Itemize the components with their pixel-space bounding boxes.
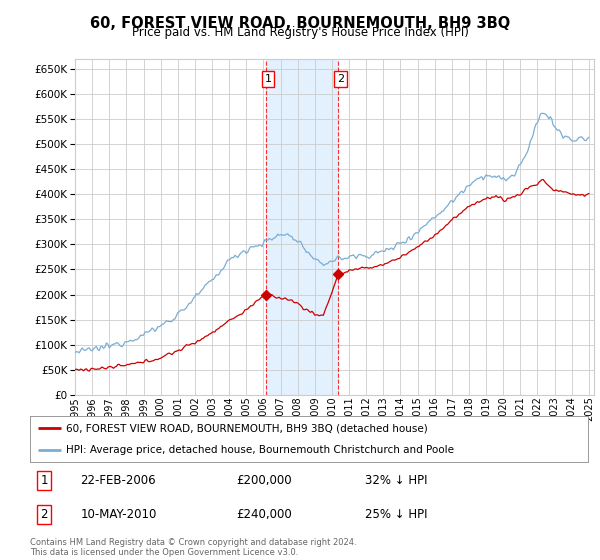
Text: 60, FOREST VIEW ROAD, BOURNEMOUTH, BH9 3BQ (detached house): 60, FOREST VIEW ROAD, BOURNEMOUTH, BH9 3… [66, 423, 428, 433]
Bar [266, 59, 338, 395]
Text: £240,000: £240,000 [236, 508, 292, 521]
Text: 22-FEB-2006: 22-FEB-2006 [80, 474, 156, 487]
Text: £200,000: £200,000 [236, 474, 292, 487]
Text: 2: 2 [40, 508, 48, 521]
Text: Price paid vs. HM Land Registry's House Price Index (HPI): Price paid vs. HM Land Registry's House … [131, 26, 469, 39]
Text: 10-MAY-2010: 10-MAY-2010 [80, 508, 157, 521]
Text: 60, FOREST VIEW ROAD, BOURNEMOUTH, BH9 3BQ: 60, FOREST VIEW ROAD, BOURNEMOUTH, BH9 3… [90, 16, 510, 31]
Text: Contains HM Land Registry data © Crown copyright and database right 2024.
This d: Contains HM Land Registry data © Crown c… [30, 538, 356, 557]
Text: 32% ↓ HPI: 32% ↓ HPI [365, 474, 427, 487]
Text: HPI: Average price, detached house, Bournemouth Christchurch and Poole: HPI: Average price, detached house, Bour… [66, 445, 454, 455]
Text: 25% ↓ HPI: 25% ↓ HPI [365, 508, 427, 521]
Text: 2: 2 [337, 74, 344, 84]
Text: 1: 1 [265, 74, 272, 84]
Text: 1: 1 [40, 474, 48, 487]
